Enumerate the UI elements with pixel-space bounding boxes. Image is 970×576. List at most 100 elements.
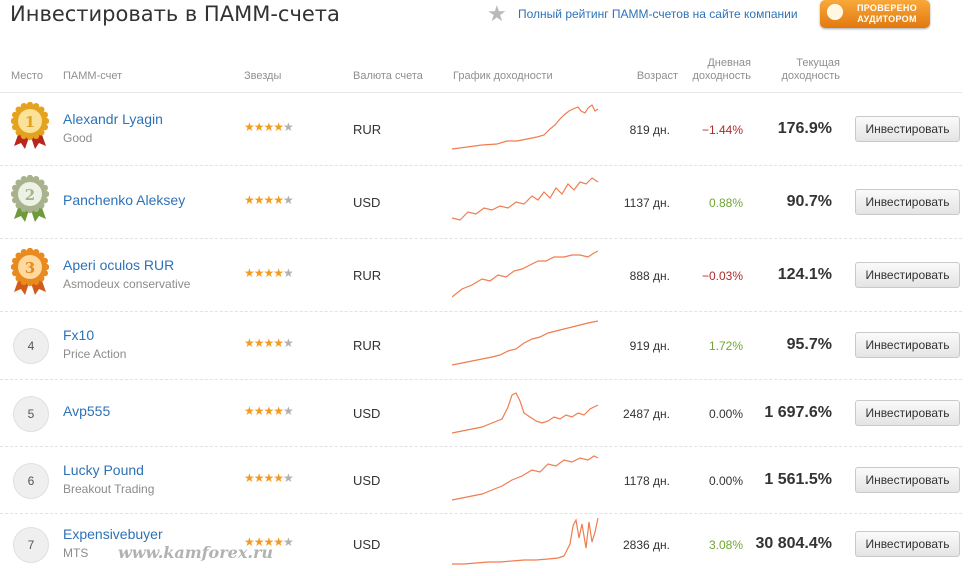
table-row: 3 Aperi oculos RUR Asmodeux conservative ★… (0, 238, 962, 312)
account-name-link[interactable]: Alexandr Lyagin (63, 111, 163, 127)
table-row: 2 Panchenko Aleksey ★★★★★ USD 1137 дн. 0.88%… (0, 165, 962, 239)
audit-badge-line2: АУДИТОРОМ (857, 14, 917, 24)
account-strategy: Asmodeux conservative (63, 277, 191, 291)
audit-badge-line1: ПРОВЕРЕНО (856, 3, 918, 13)
account-currency: USD (353, 537, 381, 552)
medal-icon (827, 4, 843, 20)
account-strategy: Good (63, 131, 93, 145)
account-name-link[interactable]: Avp555 (63, 403, 111, 419)
invest-button[interactable]: Инвестировать (855, 531, 960, 557)
current-return: 124.1% (777, 266, 832, 283)
half-star-icon: ★ (283, 266, 294, 280)
current-return: 1 697.6% (764, 404, 832, 421)
account-currency: RUR (353, 338, 382, 353)
rating-stars: ★★★★★ (244, 120, 294, 134)
rank-number: 3 (25, 259, 35, 277)
star-icon: ★★★★ (244, 404, 284, 418)
rank-number: 6 (13, 463, 49, 499)
invest-button[interactable]: Инвестировать (855, 116, 960, 142)
daily-return: −0.03% (701, 269, 743, 283)
profit-sparkline[interactable] (452, 249, 600, 299)
account-currency: RUR (353, 268, 382, 283)
audited-badge[interactable]: ПРОВЕРЕНО АУДИТОРОМ (820, 0, 930, 28)
daily-return: 0.00% (708, 474, 743, 488)
half-star-icon: ★ (283, 471, 294, 485)
daily-return: 1.72% (708, 339, 743, 353)
header-place: Место (11, 70, 43, 82)
account-strategy: Breakout Trading (63, 482, 155, 496)
profit-sparkline[interactable] (452, 518, 600, 568)
full-rating-link[interactable]: Полный рейтинг ПАММ-счетов на сайте комп… (518, 7, 798, 21)
account-currency: USD (353, 195, 381, 210)
star-icon: ★★★★ (244, 336, 284, 350)
daily-return: 0.88% (708, 196, 743, 210)
account-strategy: Price Action (63, 347, 127, 361)
profit-sparkline[interactable] (452, 387, 600, 437)
account-name-link[interactable]: Expensivebuyer (63, 526, 163, 542)
daily-return: −1.44% (701, 123, 743, 137)
header-daily: Дневная доходность (692, 57, 751, 82)
watermark: www.kamforex.ru (118, 543, 273, 562)
profit-sparkline[interactable] (452, 176, 600, 226)
invest-button[interactable]: Инвестировать (855, 262, 960, 288)
header-current: Текущая доходность (781, 57, 840, 82)
account-age: 919 дн. (629, 339, 670, 353)
header-stars: Звезды (244, 70, 282, 82)
current-return: 30 804.4% (755, 535, 832, 552)
half-star-icon: ★ (283, 120, 294, 134)
star-icon: ★★★★ (244, 535, 284, 549)
rank-number: 1 (25, 113, 35, 131)
account-currency: USD (353, 406, 381, 421)
account-currency: RUR (353, 122, 382, 137)
profit-sparkline[interactable] (452, 319, 600, 369)
current-return: 176.9% (777, 120, 832, 137)
rating-stars: ★★★★★ (244, 193, 294, 207)
account-name-link[interactable]: Panchenko Aleksey (63, 192, 186, 208)
rank-number: 2 (25, 186, 35, 204)
profit-sparkline[interactable] (452, 454, 600, 504)
table-row: 6 Lucky Pound Breakout Trading ★★★★★ USD 1178… (0, 446, 962, 514)
account-age: 1137 дн. (623, 196, 670, 210)
table-row: 4 Fx10 Price Action ★★★★★ RUR 919 дн. 1.72% 95.… (0, 311, 962, 380)
account-age: 1178 дн. (623, 474, 670, 488)
account-name-link[interactable]: Aperi oculos RUR (63, 257, 175, 273)
header-currency: Валюта счета (353, 70, 423, 82)
invest-button[interactable]: Инвестировать (855, 189, 960, 215)
current-return: 1 561.5% (764, 471, 832, 488)
star-icon: ★★★★ (244, 120, 284, 134)
account-age: 2487 дн. (623, 407, 670, 421)
medal-icon: 2 (11, 175, 49, 222)
rank-number: 7 (13, 527, 49, 563)
rating-stars: ★★★★★ (244, 471, 294, 485)
rank-number: 4 (13, 328, 49, 364)
table-row: 5 Avp555 ★★★★★ USD 2487 дн. 0.00% 1 697.6% Инве… (0, 379, 962, 447)
half-star-icon: ★ (283, 404, 294, 418)
invest-button[interactable]: Инвестировать (855, 467, 960, 493)
medal-icon: 1 (11, 102, 49, 149)
star-icon: ★ (487, 1, 507, 26)
table-row: 7 Expensivebuyer MTS ★★★★★ USD 2836 дн. 3.08% 3… (0, 513, 962, 576)
account-currency: USD (353, 473, 381, 488)
rating-stars: ★★★★★ (244, 404, 294, 418)
star-icon: ★★★★ (244, 471, 284, 485)
daily-return: 3.08% (708, 538, 743, 552)
table-row: 1 Alexandr Lyagin Good ★★★★★ RUR 819 дн. −1.4… (0, 92, 962, 166)
half-star-icon: ★ (283, 535, 294, 549)
header-chart: График доходности (453, 70, 553, 82)
profit-sparkline[interactable] (452, 103, 600, 153)
current-return: 95.7% (786, 336, 832, 353)
daily-return: 0.00% (708, 407, 743, 421)
medal-icon: 3 (11, 248, 49, 295)
account-name-link[interactable]: Lucky Pound (63, 462, 144, 478)
account-strategy: MTS (63, 546, 89, 560)
star-icon: ★★★★ (244, 266, 284, 280)
header-account: ПАММ-счет (63, 70, 123, 82)
rating-stars: ★★★★★ (244, 336, 294, 350)
account-name-link[interactable]: Fx10 (63, 327, 95, 343)
invest-button[interactable]: Инвестировать (855, 332, 960, 358)
current-return: 90.7% (786, 193, 832, 210)
account-age: 888 дн. (629, 269, 670, 283)
invest-button[interactable]: Инвестировать (855, 400, 960, 426)
page-title: Инвестировать в ПАММ-счета (10, 2, 340, 26)
rating-stars: ★★★★★ (244, 266, 294, 280)
